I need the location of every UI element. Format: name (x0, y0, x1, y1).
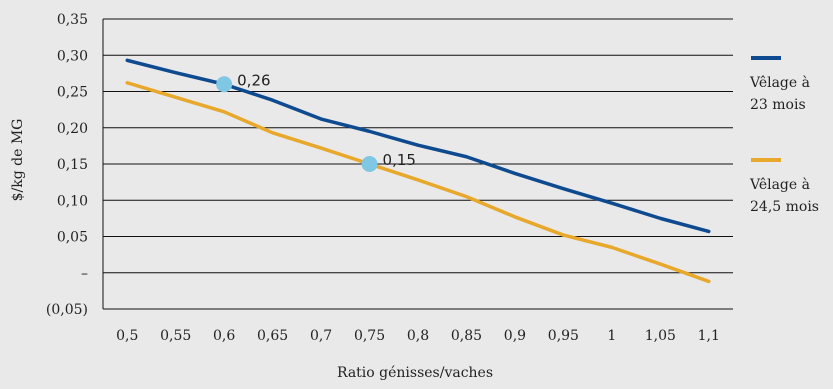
x-tick-label: 1,1 (698, 328, 720, 344)
x-tick-label: 0,5 (116, 328, 138, 344)
x-tick-label: 1,05 (645, 328, 676, 344)
y-tick-label: 0,25 (57, 85, 88, 101)
y-tick-label: (0,05) (46, 302, 88, 318)
x-tick-label: 0,75 (354, 328, 385, 344)
y-tick-label: 0,05 (57, 230, 88, 246)
x-tick-label: 0,65 (257, 328, 288, 344)
x-tick-label: 0,95 (548, 328, 579, 344)
legend-label: Vêlage à (749, 74, 810, 91)
y-tick-label: 0,15 (57, 157, 88, 173)
series-lines (127, 60, 709, 281)
y-tick-label: 0,20 (57, 121, 88, 137)
x-tick-label: 1 (607, 328, 616, 344)
x-axis-title: Ratio génisses/vaches (337, 365, 493, 381)
x-tick-label: 0,55 (160, 328, 191, 344)
x-tick-label: 0,85 (451, 328, 482, 344)
x-tick-label: 0,7 (310, 328, 332, 344)
legend-label: 24,5 mois (750, 199, 819, 215)
annotation-label: 0,26 (237, 71, 270, 89)
x-tick-label: 0,6 (213, 328, 235, 344)
tick-labels: (0,05) – 0,05 0,10 0,15 0,20 0,25 0,30 0,35 0,5 0,… (46, 12, 720, 344)
y-tick-label: – (81, 266, 88, 282)
x-tick-label: 0,9 (504, 328, 526, 344)
y-axis-title: $/kg de MG (10, 119, 26, 202)
series-line-2 (127, 83, 709, 282)
annotation-marker (362, 156, 378, 172)
legend: Vêlage à 23 mois Vêlage à 24,5 mois (749, 58, 819, 215)
series-line-1 (127, 60, 709, 231)
y-tick-label: 0,30 (57, 48, 88, 64)
legend-label: 23 mois (750, 97, 806, 113)
annotation-label: 0,15 (383, 151, 416, 169)
annotation-marker (216, 76, 232, 92)
y-tick-label: 0,35 (57, 12, 88, 28)
legend-label: Vêlage à (749, 176, 810, 193)
x-tick-label: 0,8 (407, 328, 429, 344)
y-tick-label: 0,10 (57, 193, 88, 209)
